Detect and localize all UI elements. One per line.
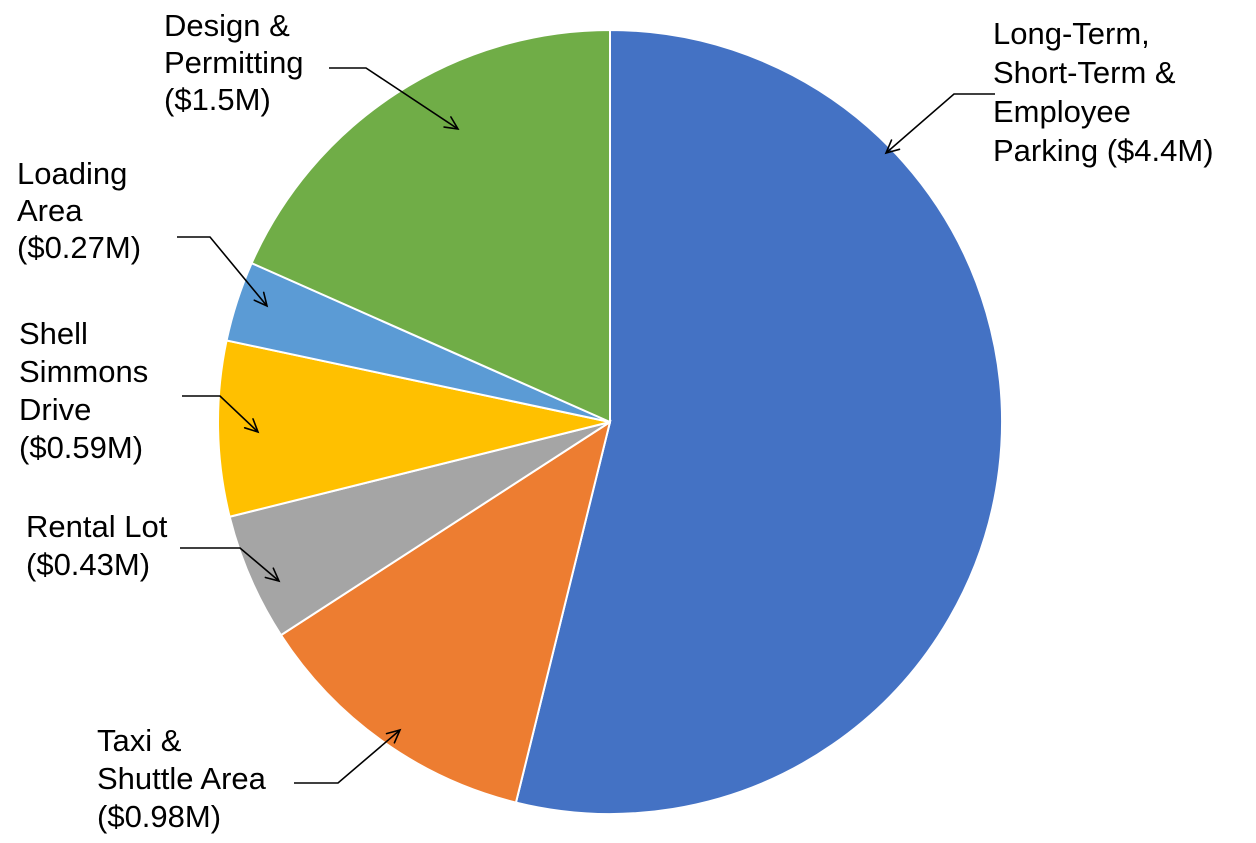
data-label-line: Shell <box>19 316 88 351</box>
arrowhead-shell-simmons-drive <box>243 418 260 434</box>
pie-slice-long-term-short-term-and-employee-parking <box>514 28 1003 815</box>
leader-line-long-term-short-term-and-employee-parking <box>885 93 995 154</box>
arrowhead-design-and-permitting <box>443 116 460 131</box>
pie-slice-taxi-and-shuttle-area <box>279 419 612 804</box>
arrowhead-rental-lot <box>264 567 281 583</box>
data-label-line: ($0.27M) <box>17 230 141 265</box>
leader-lines <box>177 67 995 784</box>
data-label-line: ($0.43M) <box>26 547 150 582</box>
data-label-long-term-short-term-and-employee-parking: Long-Term, Short-Term & Employee Parking ($… <box>993 16 1214 168</box>
arrowhead-long-term-short-term-and-employee-parking <box>884 139 901 155</box>
leader-line-shell-simmons-drive <box>182 395 259 433</box>
data-label-line: Simmons <box>19 354 148 389</box>
data-label-taxi-and-shuttle-area: Taxi & Shuttle Area ($0.98M) <box>97 723 267 834</box>
arrowhead-taxi-and-shuttle-area <box>385 728 402 744</box>
data-label-line: Permitting <box>164 45 304 80</box>
data-label-line: Long-Term, <box>993 16 1150 51</box>
data-label-line: ($0.98M) <box>97 799 221 834</box>
data-label-line: Rental Lot <box>26 509 168 544</box>
data-label-line: Design & <box>164 8 290 43</box>
data-label-line: Parking ($4.4M) <box>993 133 1214 168</box>
pie-slices <box>217 28 1003 815</box>
data-label-line: Loading <box>17 156 127 191</box>
data-label-line: Short-Term & <box>993 55 1176 90</box>
leader-line-taxi-and-shuttle-area <box>294 729 401 784</box>
arrowhead-loading-area <box>253 291 269 308</box>
data-label-line: Area <box>17 193 83 228</box>
data-label-design-and-permitting: Design & Permitting ($1.5M) <box>164 8 304 117</box>
pie-slice-shell-simmons-drive <box>217 339 611 518</box>
data-labels: Long-Term, Short-Term & Employee Parking ($… <box>17 8 1214 834</box>
data-label-line: Shuttle Area <box>97 761 267 796</box>
data-label-line: ($1.5M) <box>164 82 271 117</box>
data-label-line: ($0.59M) <box>19 430 143 465</box>
pie-slice-design-and-permitting <box>250 28 611 424</box>
data-label-rental-lot: Rental Lot ($0.43M) <box>26 509 168 582</box>
data-label-line: Employee <box>993 94 1131 129</box>
leader-line-design-and-permitting <box>329 67 459 130</box>
data-label-shell-simmons-drive: Shell Simmons Drive ($0.59M) <box>19 316 148 465</box>
data-label-line: Drive <box>19 392 91 427</box>
data-label-loading-area: Loading Area ($0.27M) <box>17 156 141 265</box>
leader-line-loading-area <box>177 236 268 307</box>
data-label-line: Taxi & <box>97 723 182 758</box>
leader-line-rental-lot <box>180 547 280 582</box>
